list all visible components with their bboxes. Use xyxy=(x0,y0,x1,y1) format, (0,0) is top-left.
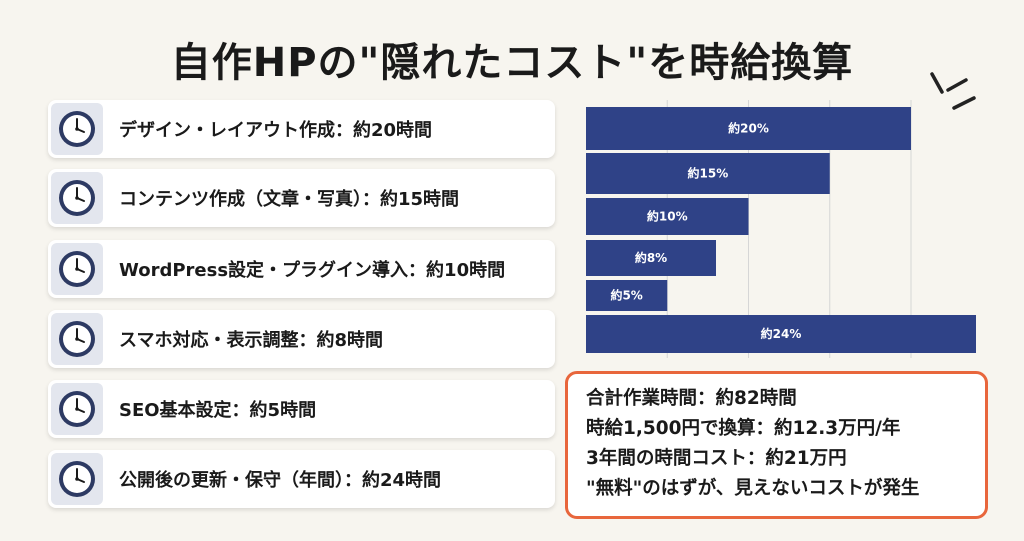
task-label: スマホ対応・表示調整：約8時間 xyxy=(119,330,383,351)
task-label: SEO基本設定：約5時間 xyxy=(119,400,317,421)
clock-icon xyxy=(59,391,95,427)
task-item: スマホ対応・表示調整：約8時間 xyxy=(48,310,555,368)
bar-chart: 約20% 約15% 約10% 約8% 約5% 約24% xyxy=(586,100,976,358)
clock-icon-badge xyxy=(51,383,103,435)
task-label: デザイン・レイアウト作成：約20時間 xyxy=(119,120,433,141)
clock-icon xyxy=(59,321,95,357)
task-item: デザイン・レイアウト作成：約20時間 xyxy=(48,100,555,158)
summary-hourly-cost: 時給1,500円で換算：約12.3万円/年 xyxy=(586,418,901,439)
task-label: コンテンツ作成（文章・写真）：約15時間 xyxy=(119,189,460,210)
bar-data-label: 約20% xyxy=(728,121,769,136)
clock-icon-badge xyxy=(51,103,103,155)
task-item: コンテンツ作成（文章・写真）：約15時間 xyxy=(48,169,555,227)
task-label: WordPress設定・プラグイン導入：約10時間 xyxy=(119,260,506,281)
task-label: 公開後の更新・保守（年間）：約24時間 xyxy=(119,470,442,491)
bar-data-label: 約10% xyxy=(647,209,688,224)
clock-icon-badge xyxy=(51,243,103,295)
summary-three-year-cost: 3年間の時間コスト：約21万円 xyxy=(586,448,847,469)
bar-data-label: 約15% xyxy=(688,166,729,181)
summary-box: 合計作業時間：約82時間 時給1,500円で換算：約12.3万円/年 3年間の時… xyxy=(565,371,988,519)
task-item: 公開後の更新・保守（年間）：約24時間 xyxy=(48,450,555,508)
task-item: SEO基本設定：約5時間 xyxy=(48,380,555,438)
chart-bar xyxy=(586,153,830,194)
page-title: 自作HPの"隠れたコスト"を時給換算 xyxy=(170,40,854,86)
chart-bar xyxy=(586,198,749,235)
bar-data-label: 約24% xyxy=(761,326,802,341)
bar-data-label: 約8% xyxy=(635,250,667,265)
clock-icon-badge xyxy=(51,313,103,365)
summary-conclusion: "無料"のはずが、見えないコストが発生 xyxy=(586,478,920,499)
clock-icon-badge xyxy=(51,453,103,505)
clock-icon xyxy=(59,461,95,497)
chart-bar xyxy=(586,280,668,311)
clock-icon-badge xyxy=(51,172,103,224)
clock-icon xyxy=(59,111,95,147)
clock-icon xyxy=(59,251,95,287)
chart-bar xyxy=(586,107,911,150)
clock-icon xyxy=(59,180,95,216)
emphasis-lines-icon xyxy=(930,72,976,110)
task-item: WordPress設定・プラグイン導入：約10時間 xyxy=(48,240,555,298)
chart-bar xyxy=(586,240,716,276)
chart-bar xyxy=(586,315,976,353)
summary-total-hours: 合計作業時間：約82時間 xyxy=(586,388,797,409)
bar-data-label: 約5% xyxy=(610,288,642,303)
